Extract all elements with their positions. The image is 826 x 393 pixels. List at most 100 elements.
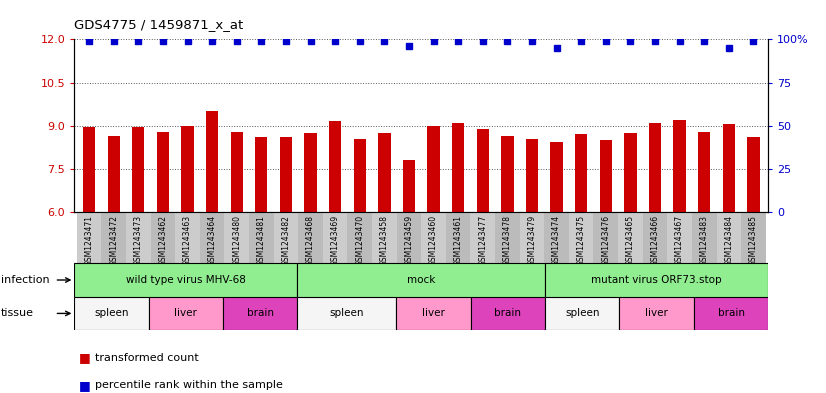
- Bar: [298, 212, 323, 263]
- Bar: [230, 132, 243, 212]
- Bar: [126, 212, 150, 263]
- Bar: [748, 137, 760, 212]
- Bar: [550, 141, 563, 212]
- Text: GSM1243477: GSM1243477: [478, 215, 487, 266]
- Bar: [594, 212, 618, 263]
- Text: brain: brain: [495, 309, 521, 318]
- Bar: [297, 297, 396, 330]
- Text: GSM1243464: GSM1243464: [207, 215, 216, 266]
- Bar: [698, 132, 710, 212]
- Bar: [477, 129, 489, 212]
- Text: GSM1243483: GSM1243483: [700, 215, 709, 266]
- Text: spleen: spleen: [330, 309, 364, 318]
- Bar: [545, 297, 620, 330]
- Bar: [643, 212, 667, 263]
- Bar: [348, 212, 372, 263]
- Bar: [624, 133, 637, 212]
- Bar: [102, 212, 126, 263]
- Bar: [694, 297, 768, 330]
- Bar: [620, 297, 694, 330]
- Bar: [575, 134, 587, 212]
- Text: GSM1243459: GSM1243459: [405, 215, 414, 266]
- Bar: [403, 160, 415, 212]
- Bar: [471, 212, 495, 263]
- Bar: [150, 212, 175, 263]
- Text: GSM1243465: GSM1243465: [626, 215, 635, 266]
- Text: GSM1243476: GSM1243476: [601, 215, 610, 266]
- Bar: [396, 212, 421, 263]
- Bar: [255, 137, 268, 212]
- Text: ■: ■: [78, 378, 90, 392]
- Text: GSM1243475: GSM1243475: [577, 215, 586, 266]
- Bar: [223, 297, 297, 330]
- Text: GSM1243460: GSM1243460: [429, 215, 438, 266]
- Text: transformed count: transformed count: [95, 353, 199, 363]
- Text: tissue: tissue: [1, 309, 34, 318]
- Text: GSM1243472: GSM1243472: [109, 215, 118, 266]
- Bar: [74, 263, 297, 297]
- Bar: [501, 136, 514, 212]
- Text: GSM1243467: GSM1243467: [675, 215, 684, 266]
- Text: GDS4775 / 1459871_x_at: GDS4775 / 1459871_x_at: [74, 18, 244, 31]
- Bar: [545, 263, 768, 297]
- Text: GSM1243458: GSM1243458: [380, 215, 389, 266]
- Text: GSM1243480: GSM1243480: [232, 215, 241, 266]
- Bar: [618, 212, 643, 263]
- Bar: [716, 212, 741, 263]
- Bar: [305, 133, 316, 212]
- Text: GSM1243470: GSM1243470: [355, 215, 364, 266]
- Text: GSM1243462: GSM1243462: [159, 215, 168, 266]
- Bar: [107, 136, 120, 212]
- Bar: [692, 212, 716, 263]
- Text: spleen: spleen: [565, 309, 600, 318]
- Bar: [396, 297, 471, 330]
- Text: percentile rank within the sample: percentile rank within the sample: [95, 380, 282, 390]
- Bar: [723, 124, 735, 212]
- Text: GSM1243479: GSM1243479: [528, 215, 536, 266]
- Text: GSM1243463: GSM1243463: [183, 215, 192, 266]
- Text: brain: brain: [247, 309, 273, 318]
- Bar: [544, 212, 569, 263]
- Bar: [741, 212, 766, 263]
- Bar: [569, 212, 594, 263]
- Bar: [649, 123, 661, 212]
- Text: GSM1243471: GSM1243471: [84, 215, 93, 266]
- Text: mutant virus ORF73.stop: mutant virus ORF73.stop: [591, 275, 722, 285]
- Bar: [132, 127, 145, 212]
- Bar: [520, 212, 544, 263]
- Bar: [354, 139, 366, 212]
- Bar: [421, 212, 446, 263]
- Text: ■: ■: [78, 351, 90, 364]
- Text: GSM1243473: GSM1243473: [134, 215, 143, 266]
- Bar: [157, 132, 169, 212]
- Text: GSM1243478: GSM1243478: [503, 215, 512, 266]
- Bar: [206, 111, 218, 212]
- Text: spleen: spleen: [94, 309, 129, 318]
- Bar: [297, 263, 545, 297]
- Text: GSM1243466: GSM1243466: [651, 215, 659, 266]
- Bar: [495, 212, 520, 263]
- Bar: [372, 212, 396, 263]
- Bar: [378, 133, 391, 212]
- Text: wild type virus MHV-68: wild type virus MHV-68: [126, 275, 246, 285]
- Bar: [673, 120, 686, 212]
- Text: GSM1243481: GSM1243481: [257, 215, 266, 266]
- Bar: [667, 212, 692, 263]
- Text: GSM1243485: GSM1243485: [749, 215, 758, 266]
- Text: GSM1243461: GSM1243461: [453, 215, 463, 266]
- Bar: [329, 121, 341, 212]
- Text: liver: liver: [645, 309, 668, 318]
- Text: brain: brain: [718, 309, 744, 318]
- Bar: [526, 139, 538, 212]
- Bar: [225, 212, 249, 263]
- Bar: [446, 212, 471, 263]
- Bar: [427, 126, 439, 212]
- Bar: [77, 212, 102, 263]
- Bar: [149, 297, 223, 330]
- Bar: [280, 137, 292, 212]
- Bar: [600, 140, 612, 212]
- Bar: [175, 212, 200, 263]
- Bar: [83, 127, 95, 212]
- Bar: [323, 212, 348, 263]
- Text: GSM1243482: GSM1243482: [282, 215, 291, 266]
